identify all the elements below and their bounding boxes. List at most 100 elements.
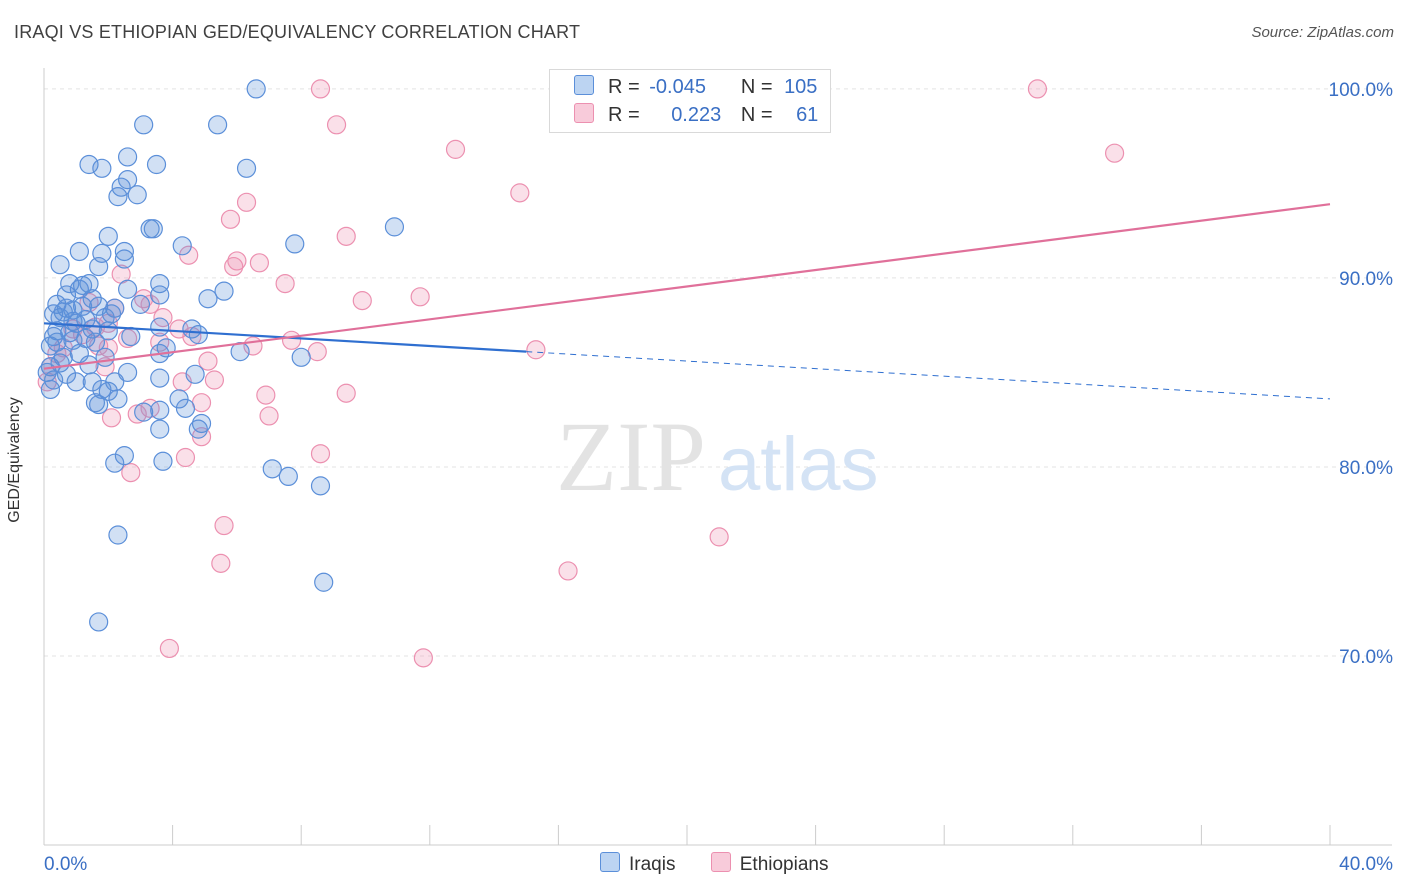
iraqis-swatch <box>574 75 594 95</box>
n-value-ethiopians: 61 <box>796 104 819 126</box>
iraqis-point <box>236 158 257 178</box>
ethiopians-point <box>117 328 138 349</box>
iraqis-point <box>50 255 70 275</box>
r-value-ethiopians: 0.223 <box>671 104 722 126</box>
ethiopians-point <box>558 561 578 581</box>
iraqis-point <box>98 226 118 246</box>
iraqis-point <box>310 476 331 496</box>
iraqis-point <box>175 398 196 418</box>
iraqis-point <box>79 273 99 294</box>
watermark-atlas: atlas <box>718 422 879 507</box>
trend-lines <box>43 203 1331 400</box>
n-label: N = <box>740 104 773 126</box>
ethiopians-point <box>175 447 196 468</box>
iraqis-point <box>114 241 134 262</box>
iraqis-point <box>150 419 170 439</box>
ethiopians-point <box>352 291 372 311</box>
iraqis-point <box>95 308 115 328</box>
ethiopians-legend-swatch <box>710 852 731 872</box>
watermark-zip: ZIP <box>556 401 706 512</box>
ethiopians-point <box>1104 143 1125 163</box>
ethiopians-point <box>121 463 141 483</box>
iraqis-point <box>285 234 305 254</box>
iraqis-point <box>185 364 205 384</box>
iraqis-point <box>117 147 138 167</box>
chart-title: IRAQI VS ETHIOPIAN GED/EQUIVALENCY CORRE… <box>14 22 581 42</box>
legend-row-ethiopians: R = 0.223 N = 61 <box>574 103 818 127</box>
axes <box>172 825 1331 845</box>
ethiopians-point <box>211 553 231 573</box>
iraqis-point <box>98 381 118 401</box>
ethiopians-point <box>259 406 279 426</box>
iraqis-point <box>150 400 170 420</box>
ethiopians-point <box>214 515 234 536</box>
iraqis-point <box>76 328 96 349</box>
iraqis-point <box>143 219 163 239</box>
iraqis-point <box>384 217 405 237</box>
iraqis-point <box>79 355 99 375</box>
tick-labels: 100.0% 90.0% 80.0% 70.0% 0.0% 40.0% <box>44 80 1393 875</box>
iraqis-point <box>134 402 154 422</box>
legend-item-ethiopians: Ethiopians <box>710 852 829 876</box>
ethiopians-point <box>310 444 331 464</box>
iraqis-point <box>314 572 334 592</box>
ethiopians-point <box>445 139 466 159</box>
iraqis-point <box>37 362 57 383</box>
iraqis-point <box>85 332 106 352</box>
ethiopians-point <box>336 226 356 246</box>
y-tick-label: 100.0% <box>1329 80 1394 101</box>
iraqis-point <box>188 419 208 439</box>
iraqis-point <box>95 347 115 367</box>
iraqis-point <box>121 326 141 347</box>
iraqis-point <box>117 362 138 383</box>
iraqis-point <box>47 321 67 341</box>
iraqis-point <box>108 525 128 545</box>
ethiopians-point <box>310 79 331 99</box>
y-tick-label: 80.0% <box>1339 458 1393 479</box>
ethiopians-point <box>526 340 546 360</box>
legend-label-ethiopians: Ethiopians <box>739 854 829 875</box>
ethiopians-point <box>413 648 433 668</box>
iraqis-point <box>92 158 112 178</box>
iraqis-point <box>56 364 77 384</box>
iraqis-point <box>150 317 170 337</box>
iraqis-point <box>89 612 109 632</box>
iraqis-point <box>172 236 192 256</box>
iraqis-point <box>40 379 61 400</box>
iraqis-point <box>150 285 170 305</box>
ethiopians-point <box>275 273 295 294</box>
iraqis-point <box>85 393 106 413</box>
n-label: N = <box>740 76 773 98</box>
x-tick-label: 0.0% <box>44 854 87 875</box>
iraqis-point <box>69 241 89 262</box>
ethiopians-point <box>236 192 257 212</box>
correlation-legend: R = -0.045 N = 105 R = 0.223 N = 61 <box>549 69 831 133</box>
n-value-iraqis: 105 <box>784 76 818 98</box>
iraqis-point <box>214 281 234 301</box>
ethiopians-point <box>191 393 212 413</box>
iraqis-point <box>198 289 218 309</box>
r-value-iraqis: -0.045 <box>649 76 706 98</box>
iraqis-point <box>246 79 266 99</box>
ethiopians-point <box>709 527 729 547</box>
iraqis-point <box>89 394 109 415</box>
ethiopians-point <box>1027 79 1048 99</box>
ethiopians-point <box>336 383 356 403</box>
ethiopians-point <box>220 209 241 229</box>
legend-item-iraqis: Iraqis <box>600 852 675 876</box>
ethiopians-point <box>510 183 530 203</box>
ethiopians-point <box>101 408 122 428</box>
iraqis-point <box>105 453 125 473</box>
iraqis-point <box>150 273 170 294</box>
ethiopians-point <box>307 342 327 362</box>
ethiopians-point <box>198 351 218 371</box>
ethiopians-point <box>227 251 247 271</box>
y-axis-label: GED/Equivalency <box>6 397 23 523</box>
iraqis-point <box>127 185 147 205</box>
iraqis-point <box>89 256 109 277</box>
iraqis-point <box>117 170 138 190</box>
iraqis-point <box>169 389 189 409</box>
iraqis-point <box>150 368 170 388</box>
ethiopians-swatch <box>574 103 594 123</box>
